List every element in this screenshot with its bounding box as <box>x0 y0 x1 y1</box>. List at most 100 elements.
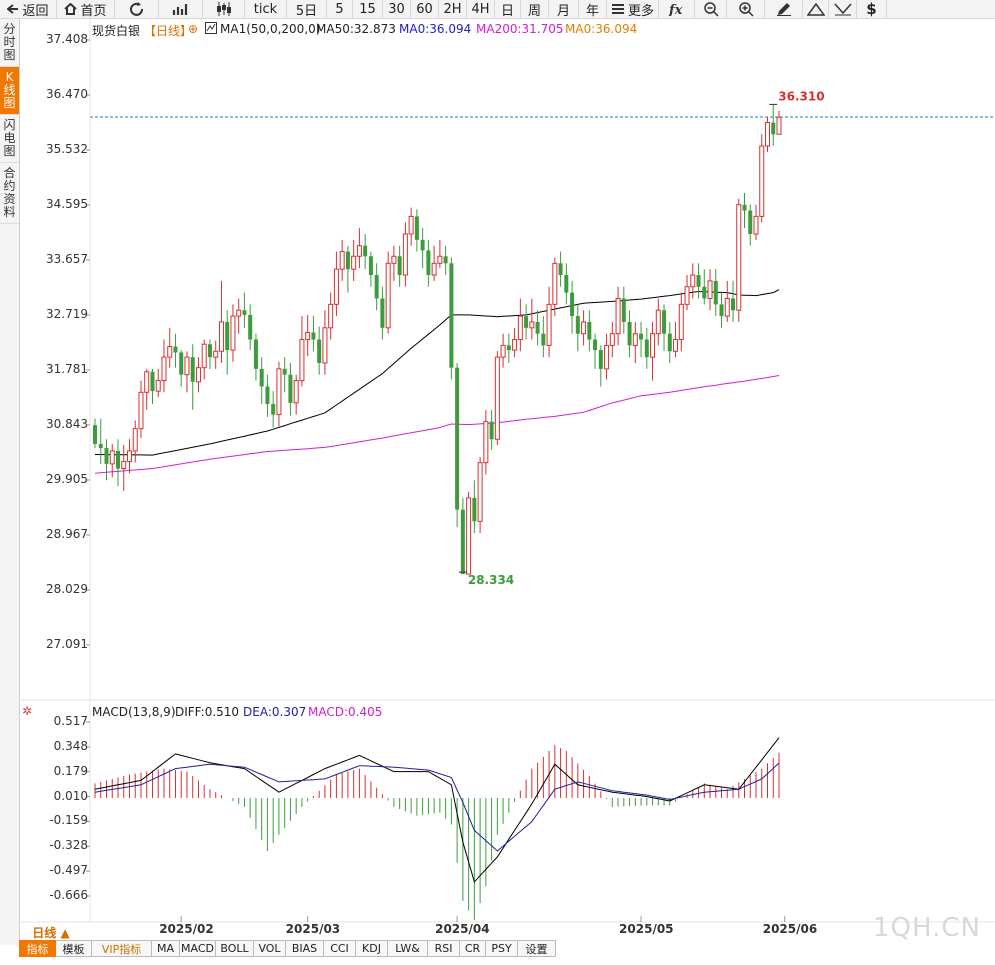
indicator-edit-icon[interactable] <box>205 22 218 36</box>
toolbar-item-0[interactable]: 返回 <box>0 0 57 18</box>
sidebar-item-3[interactable]: 合约资料 <box>0 163 19 224</box>
toolbar-label: 30 <box>388 1 405 17</box>
indicator-tab-0[interactable]: 指标 <box>19 940 56 957</box>
candle-body <box>667 333 672 352</box>
candle-body <box>276 368 282 416</box>
candle-body <box>299 339 305 382</box>
toolbar-item-6[interactable]: 5日 <box>287 0 327 18</box>
price-tick-label: 31.781 <box>46 361 88 376</box>
candle-body <box>690 274 696 288</box>
indicator-tab-3[interactable]: MA <box>152 940 180 957</box>
candle-body <box>93 425 97 444</box>
macd-legend: MACD(13,8,9) <box>92 705 176 719</box>
candle-body <box>500 344 506 358</box>
candle-body <box>109 450 115 465</box>
triangle-icon <box>806 2 825 16</box>
candle-body <box>104 448 109 464</box>
ma200-value: MA200:31.705 <box>476 22 564 36</box>
candle-body <box>707 280 713 299</box>
candle-body <box>598 350 603 369</box>
price-tick-label: 33.657 <box>46 251 88 266</box>
toolbar-item-3[interactable] <box>159 0 203 18</box>
indicator-tab-11[interactable]: RSI <box>428 940 460 957</box>
candle-body <box>167 346 173 358</box>
indicator-tab-bar: 指标 模板 VIP指标 MA MACD BOLL VOL BIAS CCI KDJ LW& RSI CR… <box>19 940 995 957</box>
candle-body <box>385 262 391 329</box>
toolbar-item-24[interactable]: $ <box>857 0 887 18</box>
candle-body <box>564 275 569 293</box>
candle-body <box>115 450 120 469</box>
toolbar-item-11[interactable]: 2H <box>439 0 467 18</box>
candle-body <box>771 122 776 135</box>
candle-body <box>517 315 523 341</box>
toolbar-item-1[interactable]: 首页 <box>57 0 115 18</box>
toolbar-label: 周 <box>527 3 541 19</box>
candle-body <box>615 297 621 335</box>
candle-body <box>253 339 258 369</box>
toolbar-item-5[interactable]: tick <box>245 0 287 18</box>
toolbar-item-9[interactable]: 30 <box>383 0 411 18</box>
toolbar-item-19[interactable] <box>695 0 727 18</box>
indicator-tab-2[interactable]: VIP指标 <box>92 940 152 957</box>
indicator-tab-12[interactable]: CR <box>460 940 486 957</box>
candle-body <box>472 497 477 522</box>
toolbar-item-16[interactable]: 年 <box>579 0 607 18</box>
indicator-tab-1[interactable]: 模板 <box>56 940 92 957</box>
indicator-tab-10[interactable]: LW& <box>388 940 428 957</box>
toolbar-item-8[interactable]: 15 <box>353 0 383 18</box>
candle-body <box>271 404 276 415</box>
toolbar-item-4[interactable] <box>203 0 245 18</box>
toolbar-item-20[interactable] <box>727 0 765 18</box>
macd-tick-label: 0.517 <box>53 714 88 728</box>
candle-body <box>248 314 253 340</box>
toolbar-item-13[interactable]: 日 <box>495 0 521 18</box>
indicator-tab-14[interactable]: 设置 <box>518 940 556 957</box>
macd-tick-label: 0.348 <box>53 738 88 753</box>
indicator-tab-4[interactable]: MACD <box>180 940 216 957</box>
candle-body <box>724 297 730 317</box>
ma200-line <box>94 375 780 474</box>
ma-legend: MA1(50,0,200,0) <box>220 22 321 36</box>
home-icon <box>64 3 78 15</box>
indicator-tab-7[interactable]: BIAS <box>286 940 324 957</box>
candle-body <box>736 204 742 311</box>
candle-body <box>173 346 178 353</box>
toolbar-item-23[interactable] <box>829 0 857 18</box>
period-mode-tag[interactable]: 日线 ▲ <box>32 925 70 940</box>
macd-diff-line <box>94 737 780 883</box>
toolbar-item-17[interactable]: 更多 <box>607 0 659 18</box>
date-tick-label: 2025/05 <box>619 922 674 936</box>
candle-body <box>483 421 489 464</box>
indicator-tab-6[interactable]: VOL <box>254 940 286 957</box>
sidebar-item-2[interactable]: 闪电图 <box>0 115 19 163</box>
indicator-tab-9[interactable]: KDJ <box>356 940 388 957</box>
toolbar-item-18[interactable]: fx <box>659 0 695 18</box>
settings-small-icon[interactable]: ⊕ <box>188 22 199 36</box>
indicator-tab-8[interactable]: CCI <box>324 940 356 957</box>
toolbar-item-21[interactable] <box>765 0 803 18</box>
candle-body <box>242 310 247 315</box>
candle-body <box>512 339 518 351</box>
candle-body <box>345 251 350 270</box>
candle-body <box>632 333 638 346</box>
candle-body <box>195 367 201 383</box>
indicator-tab-13[interactable]: PSY <box>486 940 518 957</box>
toolbar-item-10[interactable]: 60 <box>411 0 439 18</box>
toolbar-item-22[interactable] <box>803 0 829 18</box>
toolbar-item-12[interactable]: 4H <box>467 0 495 18</box>
macd-tick-label: 0.179 <box>53 763 88 778</box>
candle-body <box>460 509 465 575</box>
toolbar-item-7[interactable]: 5 <box>327 0 353 18</box>
sidebar-item-0[interactable]: 分时图 <box>0 19 19 67</box>
macd-settings-icon[interactable]: ✲ <box>22 704 33 718</box>
price-tick-label: 28.029 <box>46 581 88 596</box>
indicator-tab-5[interactable]: BOLL <box>216 940 254 957</box>
toolbar-item-2[interactable] <box>115 0 159 18</box>
top-toolbar: 返回 首页 tick 5日 5 15 30 60 2H 4H 日周月年 更多 fx $ <box>0 0 995 19</box>
toolbar-item-14[interactable]: 周 <box>521 0 549 18</box>
macd-tick-label: -0.159 <box>49 813 88 828</box>
candle-body <box>587 321 592 340</box>
toolbar-item-15[interactable]: 月 <box>549 0 579 18</box>
